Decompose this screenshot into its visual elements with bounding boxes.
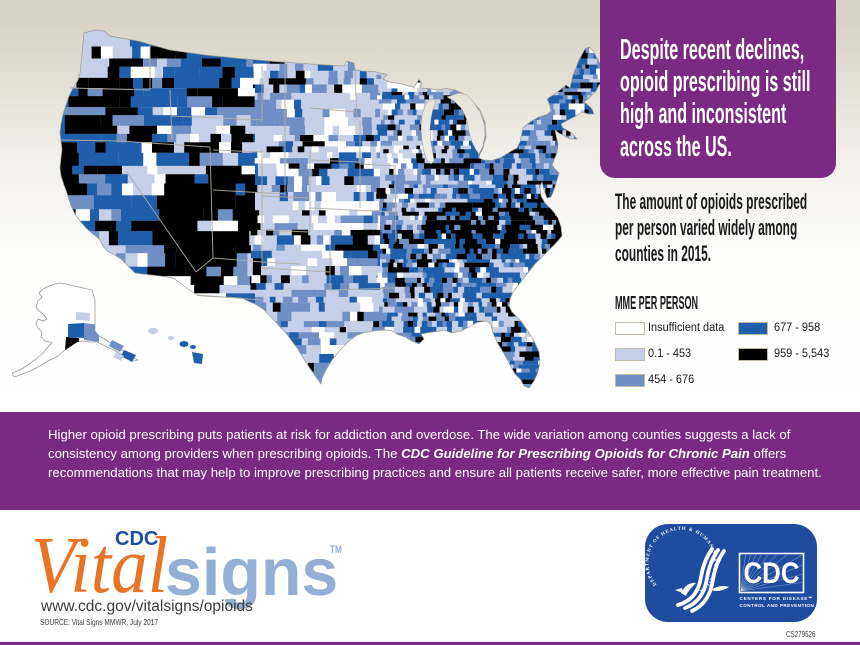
svg-text:CONTROL AND PREVENTION: CONTROL AND PREVENTION <box>740 603 815 608</box>
svg-text:CDC: CDC <box>744 557 800 590</box>
svg-text:CENTERS FOR DISEASE℠: CENTERS FOR DISEASE℠ <box>740 596 814 601</box>
